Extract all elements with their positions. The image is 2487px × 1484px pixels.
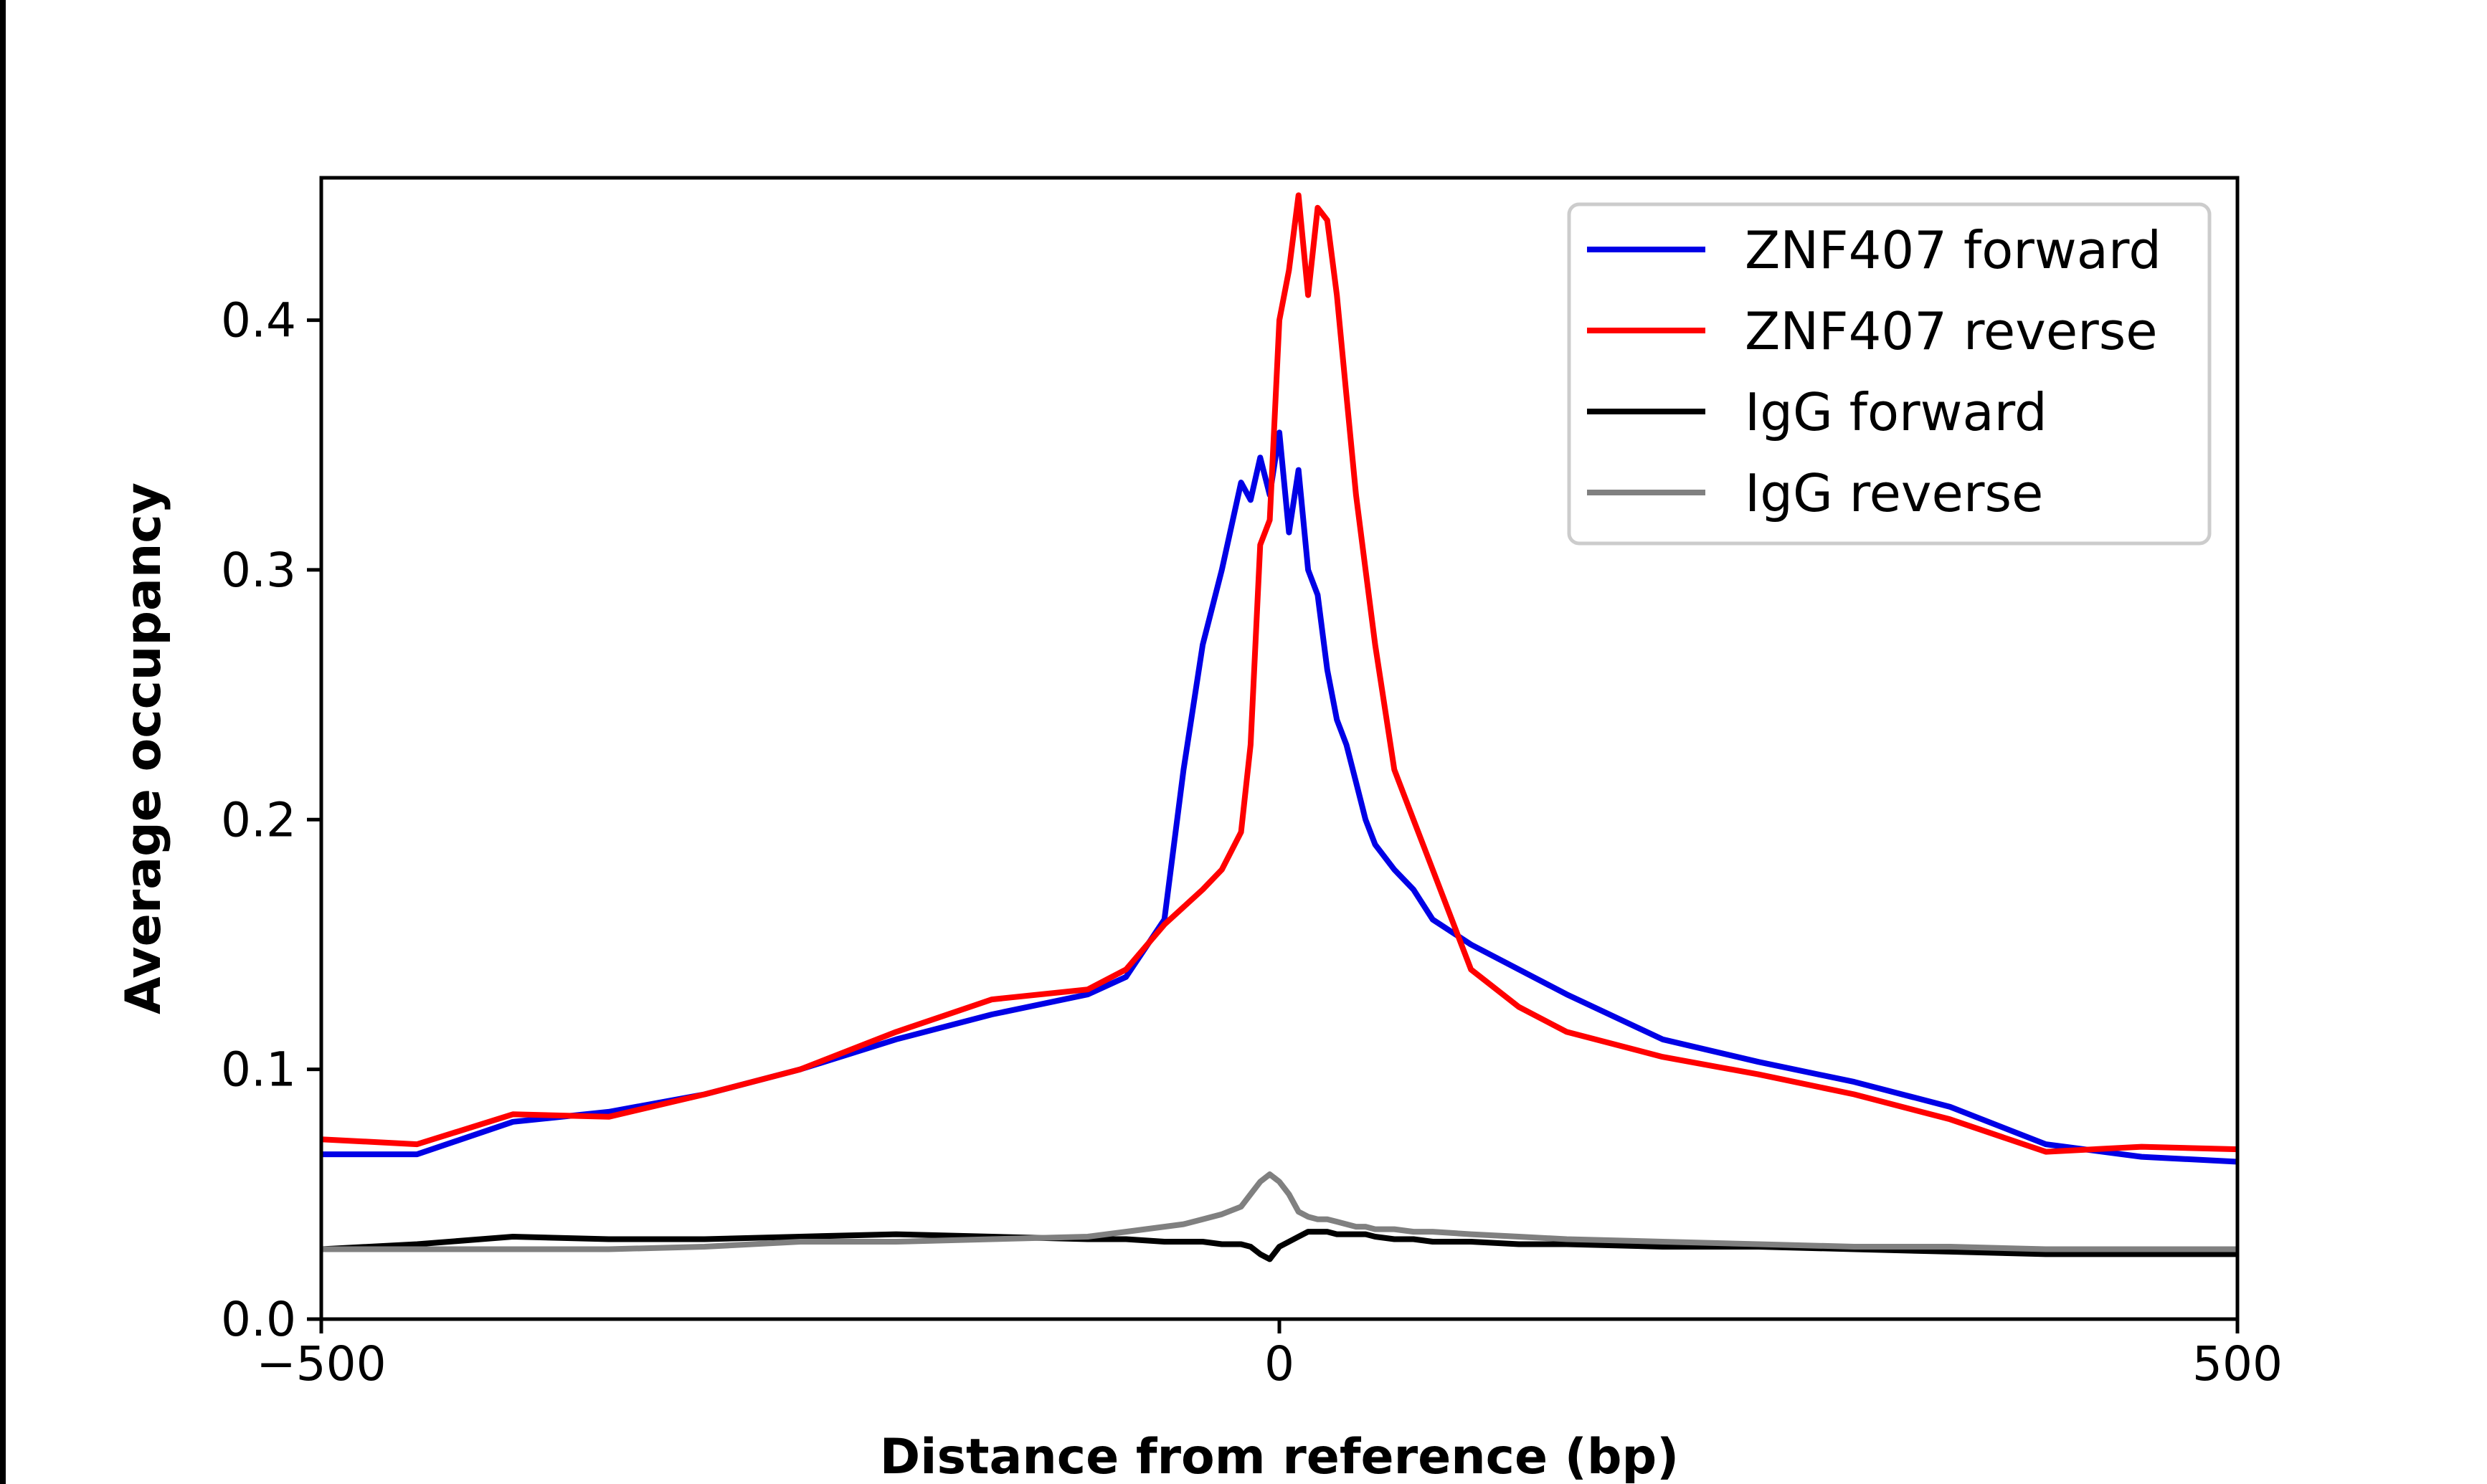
legend: ZNF407 forward ZNF407 reverse IgG forward I… [1567, 202, 2212, 546]
legend-label-1: ZNF407 forward [1745, 220, 2161, 280]
line-chart: −500 0 500 0.0 0.1 0.2 0.3 0.4 Distance from r… [115, 176, 2283, 1484]
legend-label-3: IgG forward [1745, 382, 2047, 442]
series-layer [321, 192, 2237, 1262]
series-line-4 [321, 1171, 2237, 1252]
y-tick-label: 0.3 [221, 543, 296, 598]
y-axis-title: Average occupancy [115, 482, 172, 1014]
y-tick-label: 0.0 [221, 1292, 296, 1347]
x-axis: −500 0 500 [256, 1319, 2283, 1392]
y-axis: 0.0 0.1 0.2 0.3 0.4 [221, 293, 321, 1347]
x-tick-label: −500 [256, 1336, 386, 1392]
series-line-2 [321, 192, 2237, 1155]
series-line-1 [321, 429, 2237, 1165]
x-tick-label: 0 [1264, 1336, 1294, 1392]
x-axis-title: Distance from reference (bp) [880, 1429, 1680, 1484]
x-tick-label: 500 [2192, 1336, 2283, 1392]
y-tick-label: 0.2 [221, 792, 296, 847]
y-tick-label: 0.1 [221, 1042, 296, 1098]
legend-items: ZNF407 forward ZNF407 reverse IgG forward I… [1587, 220, 2161, 523]
series-line-3 [321, 1229, 2237, 1262]
y-tick-label: 0.4 [221, 293, 296, 348]
legend-label-2: ZNF407 reverse [1745, 301, 2158, 361]
legend-box [1567, 202, 2212, 546]
legend-label-4: IgG reverse [1745, 463, 2043, 523]
